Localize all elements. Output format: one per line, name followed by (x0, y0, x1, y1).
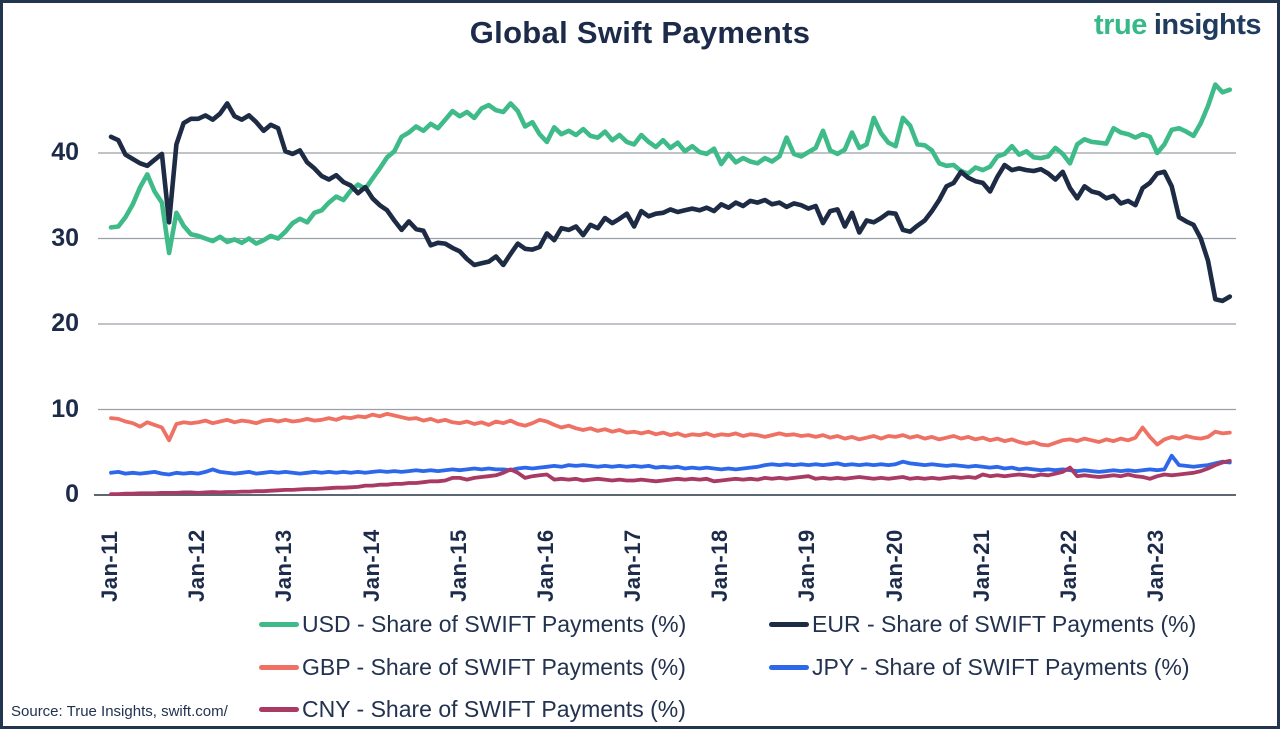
legend-label-gbp: GBP - Share of SWIFT Payments (%) (302, 653, 686, 680)
chart-canvas (94, 82, 1236, 497)
series-line-cny (109, 458, 1232, 497)
eur-line-swatch (769, 621, 809, 627)
brand-logo-true: true (1094, 9, 1147, 41)
legend-item-usd: USD - Share of SWIFT Payments (%) (259, 609, 686, 639)
x-tick-label-jan-16: Jan-16 (532, 529, 558, 602)
series-line-usd (108, 82, 1233, 256)
x-tick-label-jan-19: Jan-19 (794, 529, 820, 602)
legend-item-eur: EUR - Share of SWIFT Payments (%) (769, 609, 1196, 639)
y-tick-label-0: 0 (65, 480, 79, 508)
source-note: Source: True Insights, swift.com/ (11, 703, 228, 720)
x-tick-label-jan-20: Jan-20 (881, 529, 907, 602)
y-tick-label-30: 30 (51, 223, 79, 252)
legend-label-jpy: JPY - Share of SWIFT Payments (%) (812, 653, 1190, 680)
brand-logo: true insights (1094, 9, 1261, 42)
series-line-eur (108, 101, 1233, 304)
legend-item-cny: CNY - Share of SWIFT Payments (%) (259, 694, 686, 724)
series-line-jpy (109, 453, 1232, 477)
series-line-gbp (109, 411, 1232, 448)
x-tick-label-jan-11: Jan-11 (97, 530, 122, 603)
chart-title: Global Swift Payments (469, 15, 811, 50)
y-tick-label-40: 40 (51, 138, 79, 166)
legend-label-eur: EUR - Share of SWIFT Payments (%) (812, 610, 1197, 637)
legend-item-gbp: GBP - Share of SWIFT Payments (%) (259, 652, 686, 682)
x-tick-label-jan-12: Jan-12 (184, 529, 210, 602)
brand-logo-insights: insights (1153, 9, 1262, 41)
x-tick-label-jan-13: Jan-13 (271, 529, 297, 602)
x-tick-label-jan-18: Jan-18 (707, 529, 733, 602)
x-tick-label-jan-23: Jan-23 (1143, 529, 1169, 602)
y-tick-label-20: 20 (51, 309, 79, 337)
cny-line-swatch (259, 706, 299, 712)
x-tick-label-jan-15: Jan-15 (445, 529, 471, 602)
legend-label-cny: CNY - Share of SWIFT Payments (%) (302, 695, 686, 722)
jpy-line-swatch (769, 664, 809, 670)
usd-line-swatch (259, 621, 299, 627)
x-tick-label-jan-17: Jan-17 (620, 529, 646, 602)
x-tick-label-jan-21: Jan-21 (968, 529, 994, 602)
x-tick-label-jan-14: Jan-14 (358, 529, 384, 602)
x-tick-label-jan-22: Jan-22 (1055, 529, 1081, 602)
legend-item-jpy: JPY - Share of SWIFT Payments (%) (769, 652, 1189, 682)
y-tick-label-10: 10 (51, 394, 79, 423)
gbp-line-swatch (259, 664, 299, 670)
legend-label-usd: USD - Share of SWIFT Payments (%) (302, 610, 687, 637)
